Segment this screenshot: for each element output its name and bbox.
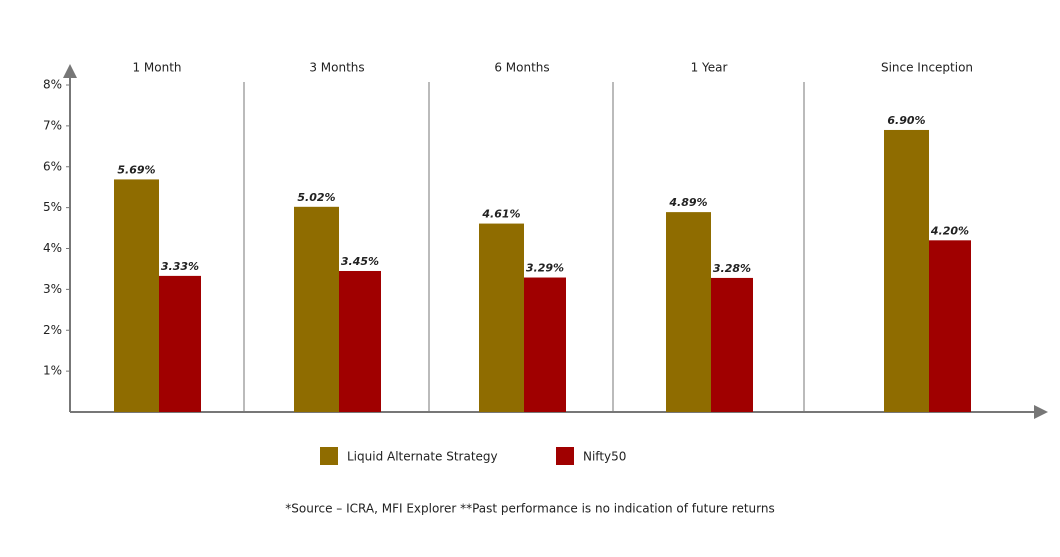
y-tick-label: 4% [43,241,62,255]
y-axis-arrow [63,64,77,78]
y-tick-label: 8% [43,78,62,92]
category-label: 1 Year [691,61,728,75]
category-label: 1 Month [132,61,181,75]
bar [524,277,566,412]
y-tick-label: 2% [43,323,62,337]
bar [929,240,971,412]
category-label: 6 Months [494,61,549,75]
value-label: 3.45% [341,255,379,268]
value-label: 4.20% [930,224,969,237]
bar [884,129,929,412]
bar [294,206,339,412]
x-axis-arrow [1034,405,1048,419]
value-label: 3.29% [526,262,564,275]
value-label: 5.69% [117,163,155,176]
bar [339,270,381,412]
legend-swatch [320,447,338,465]
y-tick-label: 5% [43,200,62,214]
bar [479,223,524,412]
bar [114,179,159,412]
category-label: 3 Months [309,61,364,75]
bar [711,277,753,412]
value-label: 6.90% [887,114,925,127]
legend-label: Nifty50 [583,450,626,464]
value-label: 4.89% [668,196,707,209]
value-label: 5.02% [297,191,335,204]
value-label: 4.61% [481,208,520,221]
value-label: 3.28% [713,262,751,275]
y-tick-label: 6% [43,159,62,173]
legend-swatch [556,447,574,465]
legend-label: Liquid Alternate Strategy [347,450,498,464]
bar [159,275,201,412]
bar [666,212,711,412]
footnote: *Source – ICRA, MFI Explorer **Past perf… [285,502,774,516]
y-tick-label: 7% [43,118,62,132]
value-label: 3.33% [161,260,199,273]
category-label: Since Inception [881,61,973,75]
y-tick-label: 3% [43,282,62,296]
y-tick-label: 1% [43,364,62,378]
